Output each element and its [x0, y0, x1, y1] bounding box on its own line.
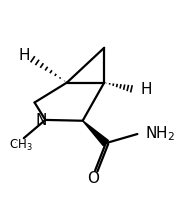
Text: CH$_3$: CH$_3$: [9, 138, 32, 153]
Polygon shape: [83, 121, 108, 146]
Text: NH$_2$: NH$_2$: [145, 123, 175, 142]
Text: H: H: [141, 82, 152, 96]
Text: H: H: [18, 48, 30, 63]
Text: O: O: [87, 170, 99, 185]
Text: N: N: [35, 113, 47, 128]
Text: N: N: [15, 141, 16, 142]
